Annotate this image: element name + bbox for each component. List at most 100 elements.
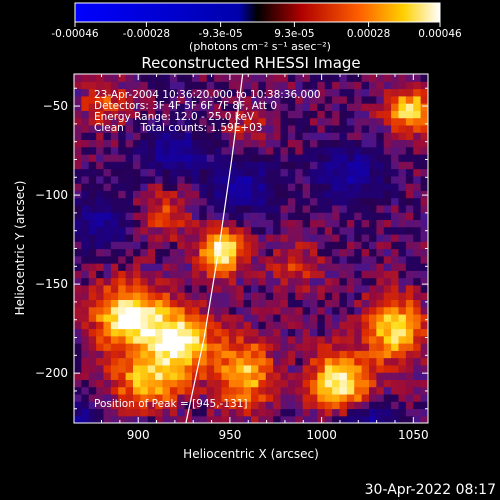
- heatmap-cell: [302, 248, 311, 257]
- heatmap-cell: [251, 74, 259, 82]
- heatmap-cell: [103, 212, 112, 221]
- heatmap-cell: [221, 88, 230, 97]
- heatmap-cell: [88, 263, 97, 271]
- heatmap-cell: [133, 299, 141, 308]
- heatmap-cell: [147, 292, 156, 300]
- heatmap-cell: [88, 357, 97, 366]
- heatmap-cell: [147, 350, 156, 359]
- heatmap-cell: [118, 328, 127, 337]
- heatmap-cell: [369, 175, 377, 184]
- heatmap-cell: [265, 161, 274, 170]
- heatmap-cell: [96, 401, 105, 410]
- heatmap-cell: [147, 183, 156, 191]
- heatmap-cell: [332, 95, 341, 104]
- heatmap-cell: [96, 183, 105, 191]
- heatmap-cell: [236, 146, 245, 155]
- heatmap-cell: [302, 226, 311, 235]
- heatmap-cell: [398, 233, 407, 242]
- heatmap-cell: [155, 401, 164, 410]
- heatmap-cell: [199, 95, 208, 104]
- heatmap-cell: [228, 408, 237, 417]
- heatmap-cell: [324, 124, 333, 133]
- heatmap-cell: [317, 226, 326, 235]
- heatmap-cell: [339, 401, 348, 410]
- heatmap-cell: [147, 175, 156, 184]
- heatmap-cell: [96, 328, 105, 337]
- heatmap-cell: [199, 277, 208, 286]
- heatmap-cell: [118, 372, 127, 380]
- heatmap-cell: [302, 393, 311, 402]
- heatmap-cell: [280, 74, 289, 82]
- heatmap-cell: [96, 335, 105, 344]
- heatmap-cell: [192, 124, 200, 133]
- heatmap-cell: [243, 343, 252, 351]
- heatmap-cell: [302, 357, 311, 366]
- heatmap-cell: [398, 292, 407, 300]
- heatmap-cell: [339, 146, 348, 155]
- heatmap-cell: [96, 386, 105, 395]
- chart-title: Reconstructed RHESSI Image: [141, 54, 360, 72]
- heatmap-cell: [228, 88, 237, 97]
- heatmap-cell: [236, 175, 245, 184]
- heatmap-cell: [192, 357, 200, 366]
- heatmap-cell: [376, 197, 385, 206]
- heatmap-cell: [199, 183, 208, 191]
- heatmap-cell: [420, 183, 428, 191]
- heatmap-cell: [199, 357, 208, 366]
- heatmap-cell: [140, 255, 149, 264]
- heatmap-cell: [376, 95, 385, 104]
- heatmap-cell: [125, 241, 134, 250]
- heatmap-cell: [354, 153, 363, 162]
- heatmap-cell: [74, 393, 82, 402]
- heatmap-cell: [346, 277, 355, 286]
- heatmap-cell: [332, 393, 341, 402]
- heatmap-cell: [273, 313, 282, 322]
- heatmap-cell: [74, 372, 82, 380]
- heatmap-cell: [354, 95, 363, 104]
- heatmap-cell: [354, 81, 363, 90]
- heatmap-cell: [354, 350, 363, 359]
- heatmap-cell: [295, 241, 304, 250]
- heatmap-cell: [324, 292, 333, 300]
- heatmap-cell: [125, 321, 134, 330]
- heatmap-cell: [110, 277, 119, 286]
- heatmap-cell: [155, 197, 164, 206]
- heatmap-cell: [243, 219, 252, 228]
- heatmap-cell: [383, 313, 392, 322]
- heatmap-cell: [361, 212, 370, 221]
- heatmap-cell: [177, 343, 186, 351]
- heatmap-cell: [118, 292, 127, 300]
- heatmap-cell: [361, 168, 370, 177]
- heatmap-cell: [354, 197, 363, 206]
- heatmap-cell: [103, 415, 112, 423]
- heatmap-cell: [103, 88, 112, 97]
- heatmap-cell: [376, 379, 385, 388]
- heatmap-cell: [206, 175, 215, 184]
- heatmap-cell: [302, 270, 311, 279]
- heatmap-cell: [420, 190, 428, 199]
- heatmap-cell: [310, 95, 318, 104]
- heatmap-cell: [236, 328, 245, 337]
- heatmap-cell: [310, 74, 318, 82]
- heatmap-cell: [221, 190, 230, 199]
- heatmap-cell: [398, 241, 407, 250]
- heatmap-cell: [369, 248, 377, 257]
- heatmap-cell: [287, 146, 296, 155]
- heatmap-cell: [88, 95, 97, 104]
- heatmap-cell: [383, 415, 392, 423]
- heatmap-cell: [420, 292, 428, 300]
- heatmap-cell: [162, 306, 171, 315]
- heatmap-cell: [258, 379, 267, 388]
- heatmap-cell: [354, 263, 363, 271]
- heatmap-cell: [339, 379, 348, 388]
- heatmap-cell: [295, 103, 304, 111]
- heatmap-cell: [133, 124, 141, 133]
- heatmap-cell: [199, 219, 208, 228]
- heatmap-cell: [251, 204, 259, 213]
- heatmap-cell: [317, 343, 326, 351]
- heatmap-cell: [177, 132, 186, 141]
- x-tick-label: 950: [218, 428, 241, 442]
- heatmap-cell: [324, 248, 333, 257]
- heatmap-cell: [81, 313, 90, 322]
- heatmap-cell: [258, 124, 267, 133]
